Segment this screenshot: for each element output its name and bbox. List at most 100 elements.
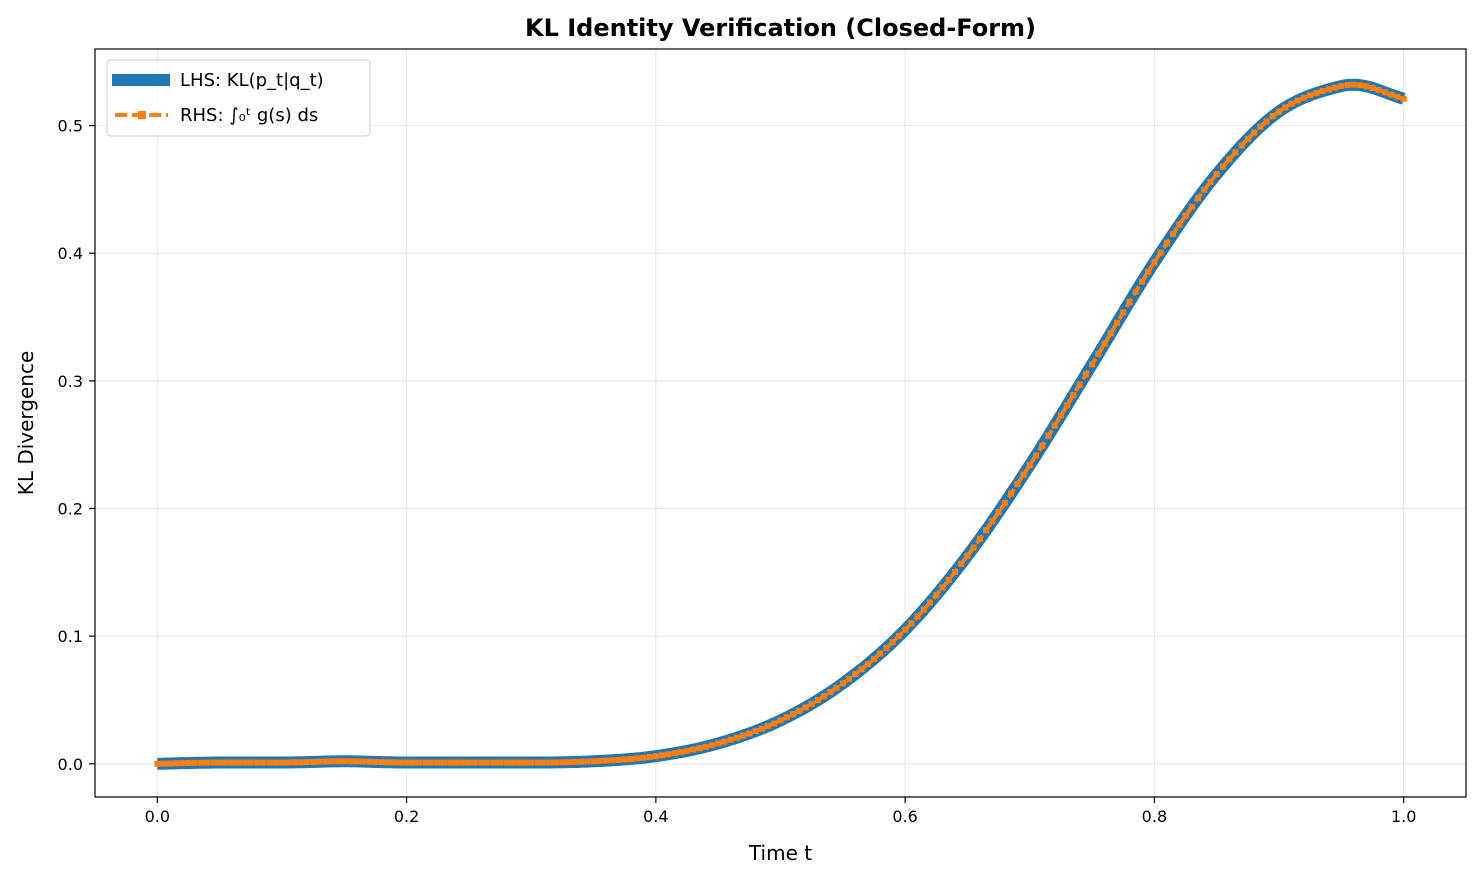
- series-rhs-marker: [1400, 95, 1407, 102]
- series-rhs-marker: [1064, 402, 1071, 409]
- series-rhs-marker: [1394, 93, 1401, 100]
- x-tick-label: 0.4: [643, 807, 668, 826]
- series-rhs-marker: [1325, 86, 1332, 93]
- y-tick-label: 0.4: [58, 244, 83, 263]
- series-rhs-marker: [958, 560, 965, 567]
- series-rhs-marker: [372, 758, 379, 765]
- series-rhs-marker: [1332, 84, 1339, 91]
- series-rhs-marker: [684, 747, 691, 754]
- series-rhs-marker: [447, 759, 454, 766]
- series-rhs-marker: [285, 759, 292, 766]
- series-rhs-marker: [173, 760, 180, 767]
- series-rhs-marker: [472, 759, 479, 766]
- series-rhs-marker: [671, 750, 678, 757]
- series-rhs-marker: [621, 756, 628, 763]
- series-rhs-marker: [634, 755, 641, 762]
- series-rhs-marker: [808, 700, 815, 707]
- series-rhs-marker: [1138, 278, 1145, 285]
- series-rhs-marker: [690, 746, 697, 753]
- series-rhs-marker: [1344, 81, 1351, 88]
- series-rhs-marker: [852, 671, 859, 678]
- series-rhs-marker: [1101, 340, 1108, 347]
- series-rhs-marker: [416, 759, 423, 766]
- series-rhs-marker: [1020, 471, 1027, 478]
- series-rhs-marker: [721, 738, 728, 745]
- series-layer: [154, 78, 1407, 770]
- series-rhs-marker: [328, 758, 335, 765]
- series-rhs-marker: [191, 759, 198, 766]
- series-rhs-marker: [1263, 118, 1270, 125]
- series-rhs-marker: [1269, 113, 1276, 120]
- series-rhs-marker: [166, 760, 173, 767]
- series-rhs-marker: [1070, 391, 1077, 398]
- series-rhs-marker: [1107, 330, 1114, 337]
- series-rhs-marker: [933, 592, 940, 599]
- series-rhs-marker: [509, 759, 516, 766]
- series-rhs-marker: [216, 759, 223, 766]
- series-rhs-marker: [260, 759, 267, 766]
- series-rhs-marker: [1001, 499, 1008, 506]
- series-rhs-marker: [821, 693, 828, 700]
- series-rhs-marker: [403, 759, 410, 766]
- series-rhs-marker: [1357, 82, 1364, 89]
- series-rhs-marker: [1338, 83, 1345, 90]
- x-tick-label: 0.6: [892, 807, 917, 826]
- series-rhs-marker: [1282, 104, 1289, 111]
- series-rhs-marker: [983, 527, 990, 534]
- series-rhs-marker: [752, 728, 759, 735]
- series-rhs-marker: [1300, 94, 1307, 101]
- series-rhs-marker: [409, 759, 416, 766]
- series-rhs-marker: [1145, 268, 1152, 275]
- series-rhs-marker: [154, 760, 161, 767]
- plot-frame: [94, 48, 1467, 798]
- series-rhs-marker: [740, 732, 747, 739]
- series-rhs-marker: [771, 720, 778, 727]
- series-rhs-marker: [858, 666, 865, 673]
- series-rhs-marker: [814, 697, 821, 704]
- series-rhs-marker: [1294, 97, 1301, 104]
- series-rhs-marker: [1014, 481, 1021, 488]
- x-tick-label: 0.0: [145, 807, 170, 826]
- series-rhs-marker: [702, 743, 709, 750]
- series-rhs-marker: [939, 584, 946, 591]
- y-tick-label: 0.1: [58, 627, 83, 646]
- series-rhs-marker: [522, 759, 528, 766]
- series-rhs-marker: [1226, 156, 1233, 163]
- series-rhs-marker: [652, 753, 659, 760]
- series-rhs-marker: [303, 759, 310, 766]
- series-rhs-marker: [927, 599, 934, 606]
- series-rhs-marker: [989, 518, 996, 525]
- series-rhs-marker: [889, 639, 896, 646]
- series-rhs-marker: [453, 759, 460, 766]
- series-rhs-marker: [484, 759, 491, 766]
- series-rhs-marker: [1114, 319, 1121, 326]
- series-rhs-marker: [902, 626, 909, 633]
- series-rhs-marker: [976, 535, 983, 542]
- series-rhs-marker: [1045, 432, 1052, 439]
- series-rhs-marker: [465, 759, 472, 766]
- chart-title: KL Identity Verification (Closed-Form): [525, 14, 1036, 42]
- series-rhs-marker: [1082, 371, 1089, 378]
- series-rhs-marker: [378, 759, 385, 766]
- series-rhs-marker: [1375, 87, 1382, 94]
- y-tick-label: 0.3: [58, 372, 83, 391]
- series-rhs-marker: [1207, 178, 1214, 185]
- series-rhs-marker: [1039, 442, 1046, 449]
- series-rhs-marker: [1257, 123, 1264, 130]
- series-rhs-marker: [565, 759, 572, 766]
- series-rhs-marker: [160, 760, 167, 767]
- series-rhs-marker: [434, 759, 441, 766]
- series-rhs-marker: [877, 650, 884, 657]
- series-rhs-marker: [490, 759, 497, 766]
- series-rhs-marker: [1369, 84, 1376, 91]
- series-rhs-marker: [1244, 135, 1251, 142]
- series-rhs-marker: [316, 758, 323, 765]
- series-rhs-marker: [708, 742, 715, 749]
- series-rhs-marker: [272, 759, 279, 766]
- series-rhs-marker: [777, 717, 784, 724]
- series-rhs-marker: [503, 759, 510, 766]
- series-rhs-marker: [727, 736, 734, 743]
- series-rhs-marker: [553, 759, 560, 766]
- legend-label-lhs: LHS: KL(p_t|q_t): [180, 70, 324, 91]
